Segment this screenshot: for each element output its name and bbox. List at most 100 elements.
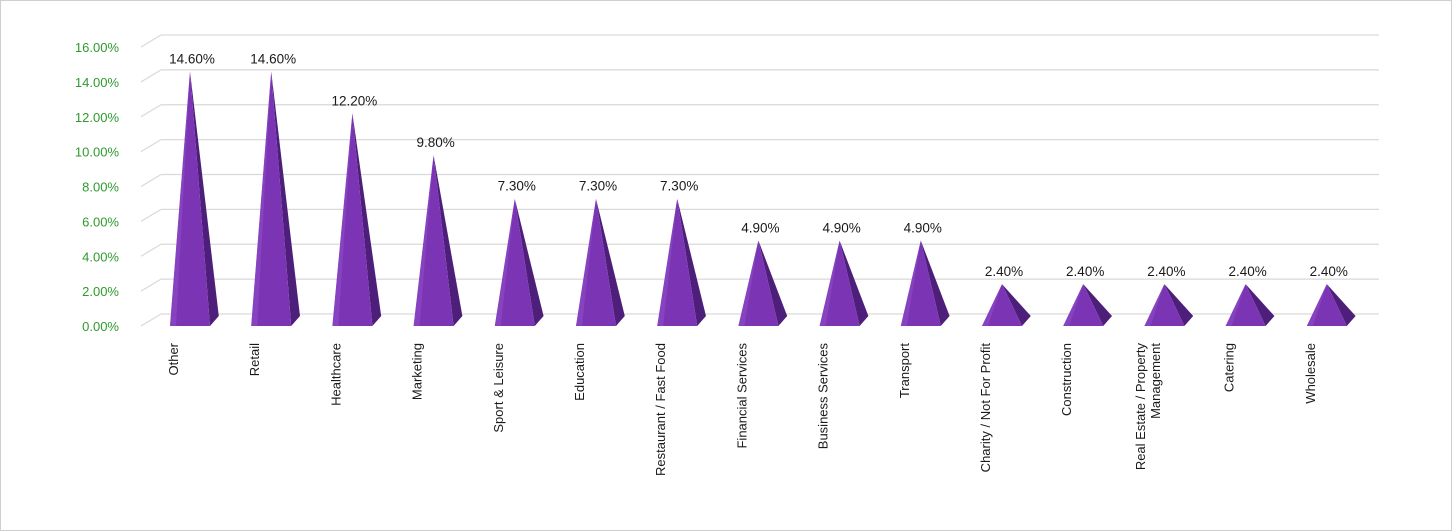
bar bbox=[494, 198, 535, 326]
bar-side bbox=[1326, 284, 1356, 326]
x-tick-label-line: Education bbox=[572, 343, 587, 401]
x-tick-label: Catering bbox=[1222, 343, 1237, 392]
bar-11: 2.40% Charity / Not For Profit bbox=[978, 264, 1031, 472]
bar-highlight bbox=[251, 71, 272, 326]
bar-side bbox=[1164, 284, 1194, 326]
data-label: 4.90% bbox=[904, 221, 942, 236]
bar-10: 4.90% Transport bbox=[897, 221, 950, 399]
bar-highlight bbox=[657, 198, 678, 326]
y-tick-label: 6.00% bbox=[82, 214, 119, 229]
bar-highlight bbox=[170, 71, 190, 326]
bar-side bbox=[1002, 284, 1031, 326]
gridline-depth bbox=[140, 243, 162, 257]
bar bbox=[657, 198, 698, 326]
data-label: 2.40% bbox=[1228, 264, 1266, 279]
x-tick-label: Education bbox=[572, 343, 587, 401]
x-tick-label-line: Catering bbox=[1222, 343, 1237, 392]
gridline-depth bbox=[140, 208, 162, 222]
y-tick-label: 4.00% bbox=[82, 249, 119, 264]
bar bbox=[1306, 284, 1347, 326]
bar bbox=[738, 240, 779, 326]
data-label: 14.60% bbox=[250, 51, 296, 66]
x-tick-label-line: Retail bbox=[247, 343, 262, 376]
x-tick-label-line: Construction bbox=[1059, 343, 1074, 416]
x-tick-label: Healthcare bbox=[328, 343, 343, 406]
x-tick-label: Business Services bbox=[816, 343, 831, 450]
bar-highlight bbox=[413, 155, 434, 326]
y-tick-label: 0.00% bbox=[82, 319, 119, 334]
bar-side bbox=[839, 240, 869, 326]
y-tick-label: 14.00% bbox=[75, 75, 120, 90]
bar-7: 7.30% Restaurant / Fast Food bbox=[653, 179, 706, 476]
data-label: 7.30% bbox=[498, 179, 536, 194]
x-tick-label: Construction bbox=[1059, 343, 1074, 416]
x-tick-label: Real Estate / Property Management bbox=[1133, 343, 1163, 471]
x-tick-label: Transport bbox=[897, 343, 912, 399]
bar bbox=[576, 198, 616, 326]
bar bbox=[819, 240, 860, 326]
x-tick-label-line: Charity / Not For Profit bbox=[978, 343, 993, 473]
bar-8: 4.90% Financial Services bbox=[734, 221, 788, 449]
bar bbox=[1063, 284, 1104, 326]
bar-side bbox=[514, 198, 544, 326]
data-label: 2.40% bbox=[1310, 264, 1348, 279]
bar-side bbox=[758, 240, 788, 326]
bar-highlight bbox=[576, 198, 596, 326]
bar-side bbox=[677, 198, 706, 326]
x-tick-label-line: Marketing bbox=[410, 343, 425, 400]
data-label: 4.90% bbox=[822, 221, 860, 236]
bar-highlight bbox=[900, 240, 921, 326]
bar-highlight bbox=[494, 198, 515, 326]
x-tick-label-line: Healthcare bbox=[328, 343, 343, 406]
x-tick-label-line: Real Estate / Property bbox=[1133, 343, 1148, 471]
bar-15: 2.40% Wholesale bbox=[1303, 264, 1356, 404]
bar bbox=[982, 284, 1022, 326]
bar-14: 2.40% Catering bbox=[1222, 264, 1275, 392]
bar bbox=[332, 113, 373, 326]
data-label: 4.90% bbox=[741, 221, 779, 236]
gridline-depth bbox=[140, 278, 162, 292]
bar bbox=[1144, 284, 1185, 326]
x-tick-label: Marketing bbox=[410, 343, 425, 400]
bar-side bbox=[596, 198, 625, 326]
x-tick-label: Financial Services bbox=[734, 343, 749, 449]
bar-4: 9.80% Marketing bbox=[410, 135, 463, 400]
bar bbox=[900, 240, 941, 326]
data-label: 2.40% bbox=[985, 264, 1023, 279]
x-tick-label: Retail bbox=[247, 343, 262, 376]
bar-2: 14.60% Retail bbox=[247, 51, 300, 376]
x-tick-label-line: Restaurant / Fast Food bbox=[653, 343, 668, 476]
gridline-depth bbox=[140, 104, 162, 118]
gridline-depth bbox=[140, 313, 162, 327]
bar-3: 12.20% Healthcare bbox=[328, 93, 382, 406]
data-label: 7.30% bbox=[579, 179, 617, 194]
x-tick-label-line: Wholesale bbox=[1303, 343, 1318, 404]
bar-side bbox=[271, 71, 300, 326]
bar-highlight bbox=[1144, 284, 1165, 326]
bar bbox=[251, 71, 292, 326]
bar-13: 2.40% Real Estate / Property Management bbox=[1133, 264, 1194, 471]
y-tick-label: 10.00% bbox=[75, 145, 120, 160]
bar-side bbox=[433, 155, 463, 326]
gridline-depth bbox=[140, 69, 162, 83]
bar bbox=[170, 71, 210, 326]
bar-highlight bbox=[738, 240, 759, 326]
bar-5: 7.30% Sport & Leisure bbox=[491, 179, 544, 433]
y-tick-label: 12.00% bbox=[75, 110, 120, 125]
x-tick-label: Restaurant / Fast Food bbox=[653, 343, 668, 476]
x-tick-label: Other bbox=[166, 342, 181, 375]
data-label: 12.20% bbox=[332, 93, 378, 108]
x-tick-label-line: Financial Services bbox=[734, 343, 749, 449]
x-tick-label-line: Business Services bbox=[816, 343, 831, 450]
y-tick-label: 8.00% bbox=[82, 180, 119, 195]
bar-9: 4.90% Business Services bbox=[816, 221, 869, 450]
bar-side bbox=[1083, 284, 1112, 326]
bar-highlight bbox=[332, 113, 353, 326]
x-tick-label: Sport & Leisure bbox=[491, 343, 506, 433]
gridline-depth bbox=[140, 139, 162, 153]
y-tick-label: 2.00% bbox=[82, 284, 119, 299]
bar-highlight bbox=[819, 240, 840, 326]
bar-highlight bbox=[982, 284, 1002, 326]
